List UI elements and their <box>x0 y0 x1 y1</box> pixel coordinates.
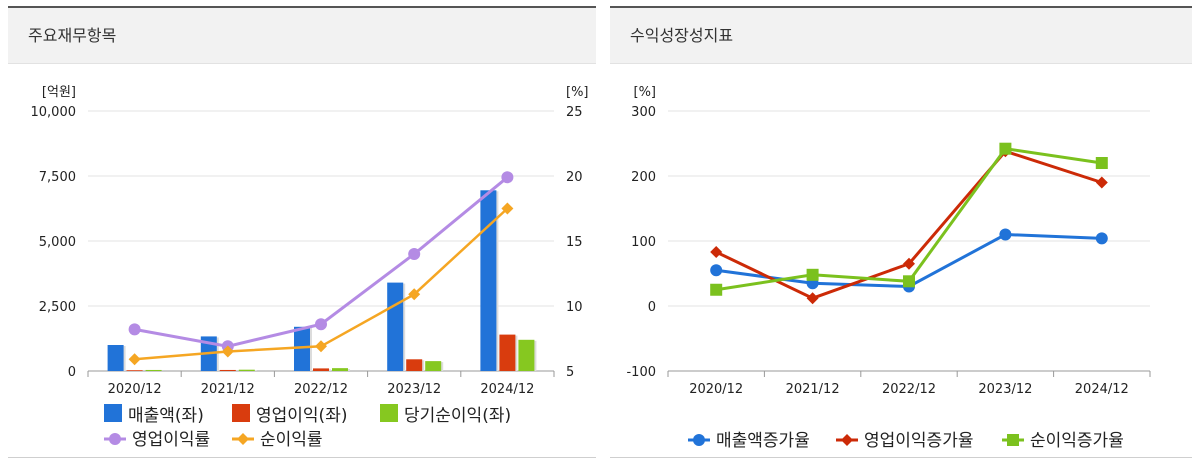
growth-indicators-panel: 수익성장성지표 -100 0 100 200 300 [%] 2020/12 2021/12 2… <box>610 6 1192 458</box>
panel-title: 수익성장성지표 <box>610 8 1192 64</box>
y-tick-label: 0 <box>648 300 656 315</box>
y-axis-unit: [%] <box>634 85 657 100</box>
legend-label: 순이익증가율 <box>1030 431 1124 451</box>
legend-label: 순이익률 <box>260 430 323 450</box>
legend-marker <box>693 434 705 446</box>
data-point <box>710 283 723 296</box>
y-tick-label: 300 <box>631 105 656 120</box>
series-line <box>134 207 509 361</box>
x-tick-label: 2023/12 <box>978 382 1032 397</box>
x-tick-label: 2021/12 <box>786 382 840 397</box>
data-point <box>903 275 915 288</box>
y-tick-label-right: 10 <box>566 300 583 315</box>
x-tick-label: 2023/12 <box>387 382 441 397</box>
y-tick-label-left: 0 <box>68 365 76 380</box>
data-point <box>903 257 915 270</box>
data-point <box>408 288 421 301</box>
data-point <box>1095 232 1108 245</box>
y-tick-label-left: 2,500 <box>39 300 76 315</box>
legend-marker <box>109 433 121 445</box>
data-point <box>999 142 1012 155</box>
y-tick-label-left: 7,500 <box>39 170 76 185</box>
y-tick-label-right: 20 <box>566 170 583 185</box>
bar-1 <box>294 326 310 371</box>
legend-marker <box>1007 434 1019 446</box>
right-axis-unit: [%] <box>566 85 589 100</box>
y-tick-label-left: 10,000 <box>31 105 77 120</box>
data-point <box>501 202 514 215</box>
growth-indicators-chart: -100 0 100 200 300 [%] 2020/12 2021/12 2022/12 20… <box>626 85 1151 451</box>
data-point <box>501 171 514 184</box>
financial-items-chart: 0 2,500 5,000 7,500 10,000 5 10 15 20 25 [억원] [%] 20… <box>31 85 589 450</box>
bar-2 <box>219 369 236 371</box>
x-tick-label: 2020/12 <box>689 382 743 397</box>
legend-marker <box>841 434 853 446</box>
data-point <box>999 228 1012 241</box>
legend-label: 매출액(좌) <box>128 406 204 426</box>
data-point <box>806 292 819 305</box>
y-tick-label-right: 15 <box>566 235 583 250</box>
y-tick-label: 100 <box>631 235 656 250</box>
data-point <box>128 353 141 366</box>
data-point <box>806 268 819 281</box>
legend-label: 매출액증가율 <box>716 431 810 451</box>
x-tick-label: 2020/12 <box>108 382 162 397</box>
panel-title: 주요재무항목 <box>8 8 596 64</box>
data-point <box>315 318 327 331</box>
y-tick-label-right: 25 <box>566 105 583 120</box>
bar-1 <box>480 190 497 371</box>
y-tick-label-right: 5 <box>566 365 574 380</box>
legend-marker <box>237 433 249 445</box>
x-tick-label: 2024/12 <box>1075 382 1129 397</box>
x-tick-label: 2022/12 <box>294 382 348 397</box>
bar-3 <box>238 369 255 371</box>
data-point <box>128 323 141 336</box>
data-point <box>1095 176 1108 189</box>
data-point <box>710 264 723 277</box>
bar-2 <box>313 368 329 371</box>
bar-2 <box>126 370 143 371</box>
bar-2 <box>499 334 516 371</box>
x-tick-label: 2022/12 <box>882 382 936 397</box>
financial-items-panel: 주요재무항목 0 2,500 5,000 7,500 10,000 5 10 15 20 25 [억… <box>8 6 596 458</box>
x-tick-label: 2024/12 <box>480 382 534 397</box>
bar-3 <box>332 368 348 371</box>
bar-3 <box>425 361 442 371</box>
bar-2 <box>406 359 423 371</box>
bar-3 <box>518 339 535 371</box>
legend-label: 영업이익률 <box>132 430 210 450</box>
left-axis-unit: [억원] <box>42 85 76 100</box>
legend-label: 영업이익(좌) <box>256 406 347 426</box>
bar-3 <box>145 369 162 371</box>
data-point <box>1095 157 1108 169</box>
x-tick-label: 2021/12 <box>201 382 255 397</box>
legend-swatch <box>104 404 122 422</box>
y-tick-label: 200 <box>631 170 656 185</box>
legend-swatch <box>380 404 398 422</box>
data-point <box>221 345 234 358</box>
y-tick-label: -100 <box>626 365 656 380</box>
bar-1 <box>107 345 124 371</box>
legend-label: 영업이익증가율 <box>864 431 973 451</box>
legend-label: 당기순이익(좌) <box>404 406 511 426</box>
legend-swatch <box>232 404 250 422</box>
y-tick-label-left: 5,000 <box>39 235 76 250</box>
data-point <box>710 246 723 259</box>
data-point <box>315 340 327 353</box>
bar-1 <box>387 282 404 371</box>
data-point <box>408 248 421 260</box>
